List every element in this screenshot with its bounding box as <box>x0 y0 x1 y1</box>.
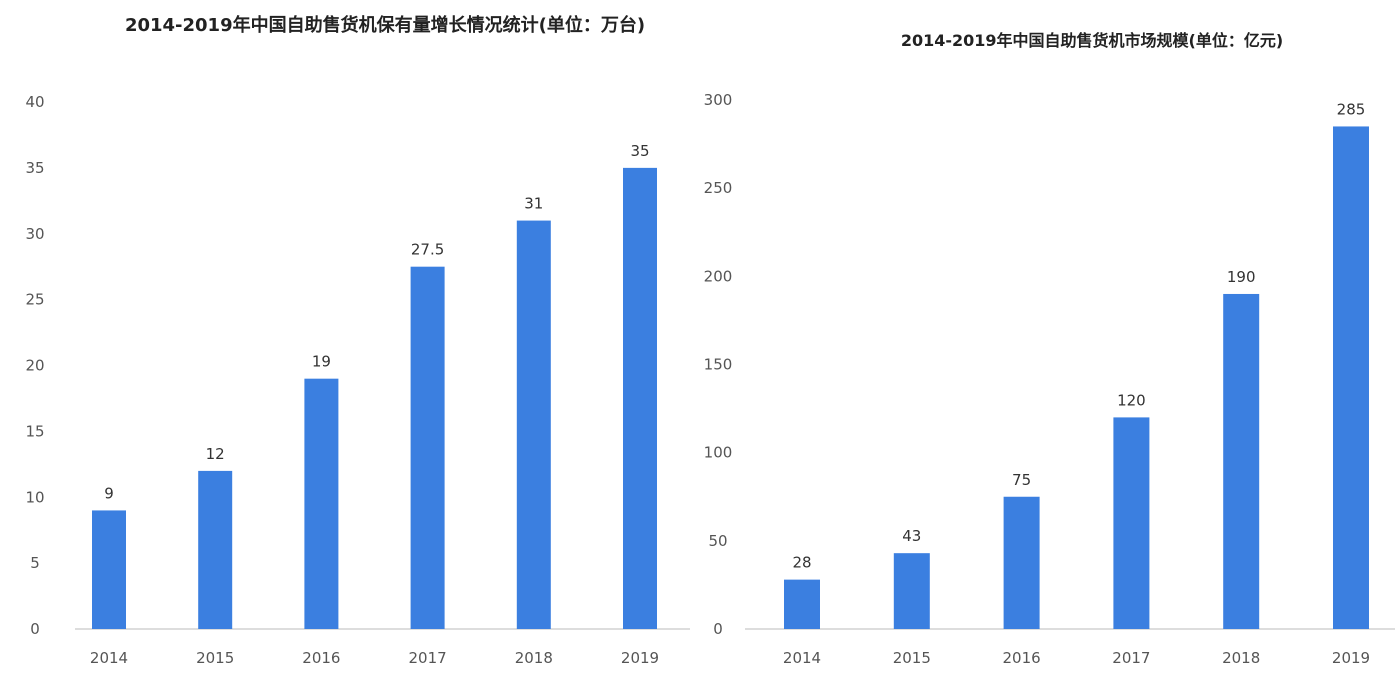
data-label: 190 <box>1227 268 1256 286</box>
bar <box>1223 293 1260 629</box>
y-tick-label: 100 <box>704 444 733 462</box>
y-tick-label: 150 <box>704 356 733 374</box>
data-label: 43 <box>902 527 921 545</box>
chart-1-title: 2014-2019年中国自助售货机保有量增长情况统计(单位：万台) <box>125 14 645 36</box>
bar <box>410 266 445 629</box>
y-tick-label: 40 <box>25 93 44 111</box>
x-tick-label: 2017 <box>1112 649 1150 667</box>
y-tick-label: 20 <box>25 357 44 375</box>
x-tick-label: 2015 <box>196 649 234 667</box>
y-tick-label: 15 <box>25 422 44 440</box>
bar <box>198 470 233 629</box>
x-tick-label: 2018 <box>1222 649 1260 667</box>
data-label: 120 <box>1117 391 1146 409</box>
chart-2: 0 50 100 150 200 250 300 28 2014 43 2015 75 2016 120 2… <box>704 91 1395 667</box>
bar <box>1003 496 1040 629</box>
chart-1: 0 5 10 15 20 25 30 35 40 9 2014 12 2015 19 2016 27.5 201… <box>25 93 690 667</box>
data-label: 19 <box>312 353 331 371</box>
data-label: 28 <box>792 554 811 572</box>
x-tick-label: 2018 <box>515 649 553 667</box>
x-tick-label: 2016 <box>302 649 340 667</box>
bar <box>623 167 657 629</box>
chart-2-title: 2014-2019年中国自助售货机市场规模(单位：亿元) <box>901 31 1283 50</box>
y-tick-label: 10 <box>25 488 44 506</box>
data-label: 9 <box>104 484 114 502</box>
x-tick-label: 2014 <box>90 649 128 667</box>
y-tick-label: 0 <box>713 620 723 638</box>
y-tick-label: 250 <box>704 179 733 197</box>
data-label: 27.5 <box>411 241 444 259</box>
y-tick-label: 35 <box>25 159 44 177</box>
y-tick-label: 30 <box>25 225 44 243</box>
bar <box>893 553 930 629</box>
x-tick-label: 2019 <box>1332 649 1370 667</box>
data-label: 75 <box>1012 471 1031 489</box>
data-label: 12 <box>206 445 225 463</box>
y-tick-label: 200 <box>704 267 733 285</box>
x-tick-label: 2016 <box>1003 649 1041 667</box>
x-tick-label: 2014 <box>783 649 821 667</box>
x-tick-label: 2019 <box>621 649 659 667</box>
bar <box>784 579 820 629</box>
y-tick-label: 25 <box>25 291 44 309</box>
bar <box>1113 417 1150 629</box>
x-tick-label: 2017 <box>409 649 447 667</box>
data-label: 285 <box>1337 100 1366 118</box>
x-tick-label: 2015 <box>893 649 931 667</box>
bar <box>304 378 339 629</box>
bar <box>92 510 126 629</box>
y-tick-label: 5 <box>30 554 40 572</box>
data-label: 31 <box>524 195 543 213</box>
bar <box>516 220 551 629</box>
y-tick-label: 0 <box>30 620 40 638</box>
y-tick-label: 300 <box>704 91 733 109</box>
y-tick-label: 50 <box>708 532 727 550</box>
data-label: 35 <box>630 142 649 160</box>
bar <box>1333 126 1369 629</box>
